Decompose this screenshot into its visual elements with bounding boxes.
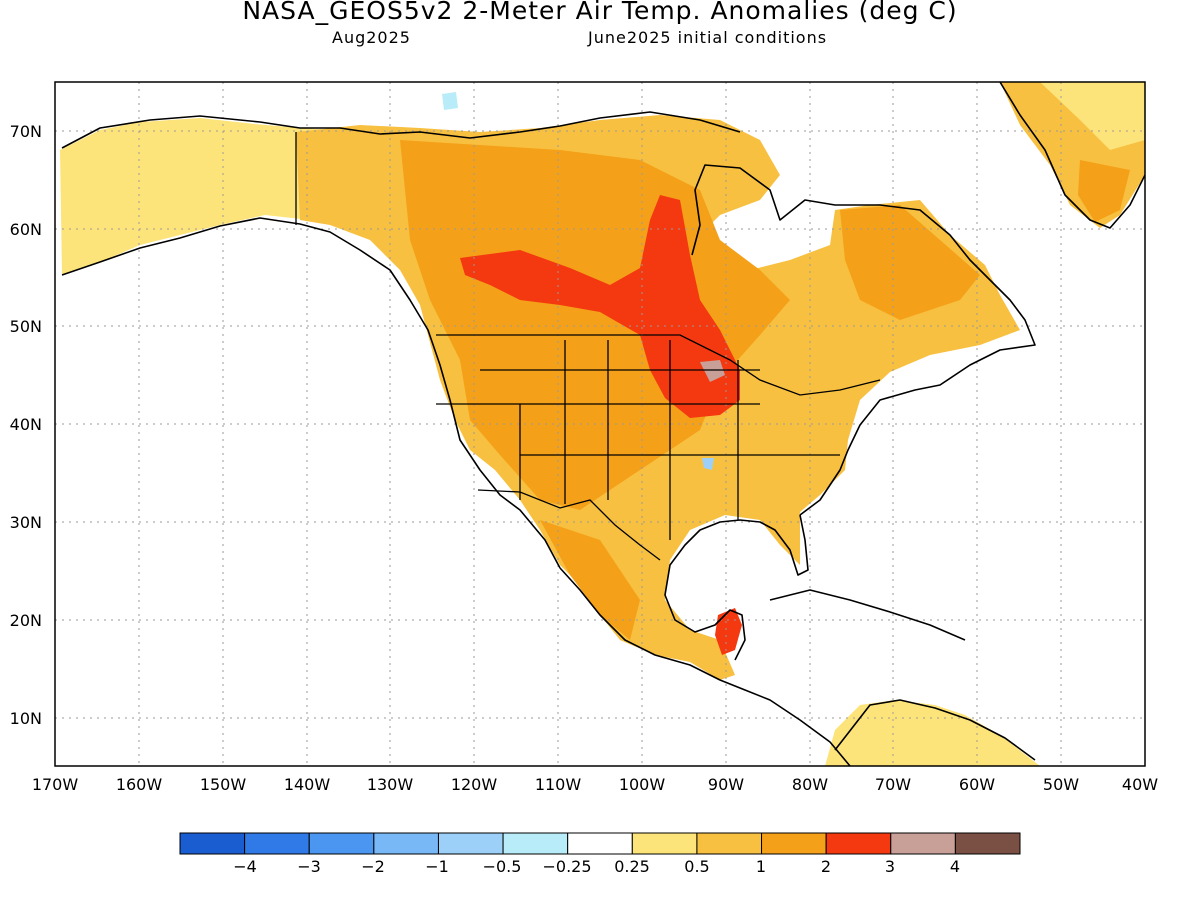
anomaly-region-light bbox=[60, 118, 335, 275]
lon-label: 80W bbox=[792, 775, 828, 794]
lon-label: 160W bbox=[116, 775, 163, 794]
legend-color-box bbox=[890, 832, 956, 855]
legend-color-box bbox=[567, 832, 633, 855]
legend-label: −0.25 bbox=[542, 857, 591, 876]
lon-label: 70W bbox=[875, 775, 911, 794]
lat-label: 20N bbox=[10, 611, 42, 630]
lat-label: 50N bbox=[10, 317, 42, 336]
legend-label: 4 bbox=[950, 857, 960, 876]
anomaly-region-cool-2 bbox=[442, 92, 458, 110]
legend-label: 0.5 bbox=[684, 857, 709, 876]
lon-label: 150W bbox=[200, 775, 247, 794]
legend-color-box bbox=[696, 832, 763, 855]
legend-label: −3 bbox=[297, 857, 321, 876]
legend-color-box bbox=[179, 832, 246, 855]
anomaly-region-dark-orange-4 bbox=[1078, 160, 1130, 222]
lat-label: 60N bbox=[10, 220, 42, 239]
legend-label: 2 bbox=[821, 857, 831, 876]
legend-color-box bbox=[954, 832, 1021, 855]
legend-label: 3 bbox=[885, 857, 895, 876]
valid-month: Aug2025 bbox=[332, 28, 411, 47]
legend-label: −4 bbox=[233, 857, 257, 876]
lon-label: 100W bbox=[619, 775, 666, 794]
lon-label: 130W bbox=[367, 775, 414, 794]
legend-label: 0.25 bbox=[614, 857, 650, 876]
legend-color-box bbox=[761, 832, 827, 855]
lon-label: 110W bbox=[535, 775, 582, 794]
legend-color-box bbox=[244, 832, 310, 855]
legend-label: −1 bbox=[425, 857, 449, 876]
graticule bbox=[55, 82, 1145, 766]
map-frame bbox=[54, 81, 1146, 767]
lon-label: 90W bbox=[708, 775, 744, 794]
anomaly-region-greenland-light bbox=[1040, 82, 1145, 150]
lon-label: 120W bbox=[451, 775, 498, 794]
legend-colorbar bbox=[179, 832, 1021, 855]
lon-label: 170W bbox=[32, 775, 79, 794]
legend-label: 1 bbox=[756, 857, 766, 876]
legend-color-box bbox=[502, 832, 569, 855]
lat-label: 70N bbox=[10, 122, 42, 141]
map-fields bbox=[55, 82, 1145, 766]
legend-label: −2 bbox=[361, 857, 385, 876]
lon-label: 40W bbox=[1122, 775, 1158, 794]
legend-label: −0.5 bbox=[483, 857, 522, 876]
anomaly-region-cool bbox=[702, 458, 714, 470]
legend-color-box bbox=[308, 832, 375, 855]
lon-label: 60W bbox=[959, 775, 995, 794]
legend-color-box bbox=[825, 832, 892, 855]
legend-color-box bbox=[373, 832, 439, 855]
lon-label: 50W bbox=[1043, 775, 1079, 794]
longitude-labels: 170W 160W 150W 140W 130W 120W 110W 100W … bbox=[32, 775, 1158, 794]
legend-color-box bbox=[437, 832, 504, 855]
legend-labels: −4 −3 −2 −1 −0.5 −0.25 0.25 0.5 1 2 3 4 bbox=[233, 857, 960, 876]
lat-label: 10N bbox=[10, 709, 42, 728]
anomaly-region-dark-orange-3 bbox=[540, 520, 640, 640]
anomaly-region-dark-orange-2 bbox=[840, 205, 980, 320]
political-borders bbox=[295, 132, 881, 561]
lon-label: 140W bbox=[284, 775, 331, 794]
anomaly-region-brown bbox=[700, 360, 725, 382]
legend-color-box bbox=[631, 832, 698, 855]
lat-label: 30N bbox=[10, 513, 42, 532]
latitude-labels: 70N 60N 50N 40N 30N 20N 10N bbox=[10, 122, 42, 728]
lat-label: 40N bbox=[10, 415, 42, 434]
initial-conditions: June2025 initial conditions bbox=[588, 28, 828, 47]
map-title: NASA_GEOS5v2 2-Meter Air Temp. Anomalies… bbox=[242, 0, 958, 25]
anomaly-region-south-america bbox=[825, 700, 1040, 766]
